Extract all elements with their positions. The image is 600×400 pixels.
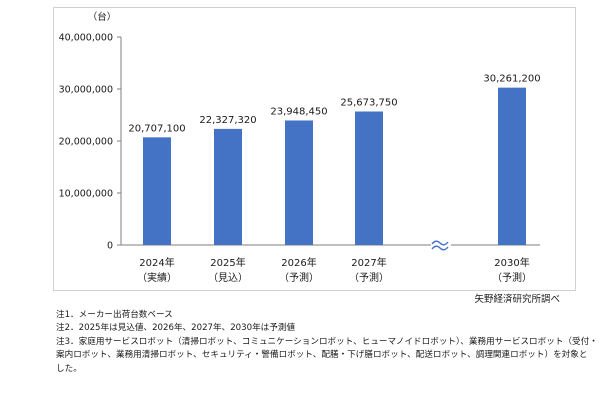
x-category-label: 2025年	[210, 256, 245, 269]
source-credit: 矢野経済研究所調べ	[474, 294, 560, 305]
notes: 注1．メーカー出荷台数ベース 注2．2025年は見込値、2026年、2027年、…	[56, 309, 598, 376]
x-axis-labels: 2024年 （実績） 2025年 （見込） 2026年 （予測） 2027年 （予測） 2030…	[137, 256, 532, 284]
data-labels: 20,707,100 22,327,320 23,948,450 25,673,750…	[128, 74, 540, 135]
x-category-label: 2024年	[139, 256, 174, 269]
y-tick-label: 10,000,000	[59, 189, 113, 200]
axis-break-gap	[431, 238, 451, 252]
note-2: 注2．2025年は見込値、2026年、2027年、2030年は予測値	[56, 323, 296, 334]
y-unit-label: （台）	[88, 11, 117, 23]
x-category-status: （実績）	[137, 271, 177, 284]
bar-value-label: 25,673,750	[340, 97, 397, 108]
bars	[143, 87, 526, 246]
axis-break-wave-top	[431, 240, 449, 246]
x-category-label: 2027年	[351, 256, 386, 269]
x-category-status: （予測）	[492, 271, 532, 284]
bar-value-label: 23,948,450	[270, 106, 327, 117]
note-3-line-3: した。	[56, 363, 82, 374]
bar-value-label: 20,707,100	[128, 123, 185, 134]
note-3-line-2: 案内ロボット、業務用清掃ロボット、セキュリティ・警備ロボット、配膳・下げ膳ロボッ…	[56, 350, 588, 361]
bar-value-label: 30,261,200	[483, 74, 540, 85]
y-tick-label: 20,000,000	[59, 137, 113, 148]
bar	[498, 87, 526, 246]
y-axis: 0 10,000,000 20,000,000 30,000,000 40,000,00…	[59, 11, 540, 252]
bar	[285, 120, 313, 245]
y-tick-label: 40,000,000	[59, 33, 113, 44]
x-category-status: （見込）	[208, 272, 248, 284]
y-tick-label: 30,000,000	[59, 85, 113, 96]
bar	[143, 137, 171, 245]
x-category-label: 2026年	[281, 256, 316, 269]
x-category-label: 2030年	[494, 256, 529, 269]
bar	[355, 111, 383, 246]
bar-value-label: 22,327,320	[199, 115, 256, 126]
bar-chart: 0 10,000,000 20,000,000 30,000,000 40,000,00…	[59, 11, 541, 284]
bar	[214, 128, 242, 245]
chart-frame	[53, 7, 576, 291]
axis-break	[431, 238, 451, 252]
axis-break-wave-bottom	[431, 245, 449, 251]
x-category-status: （予測）	[349, 271, 389, 284]
y-tick-label: 0	[107, 241, 113, 252]
note-3-line-1: 注3．家庭用サービスロボット（清掃ロボット、コミュニケーションロボット、ヒューマ…	[56, 336, 598, 347]
note-1: 注1．メーカー出荷台数ベース	[56, 310, 173, 320]
x-category-status: （予測）	[279, 271, 319, 284]
